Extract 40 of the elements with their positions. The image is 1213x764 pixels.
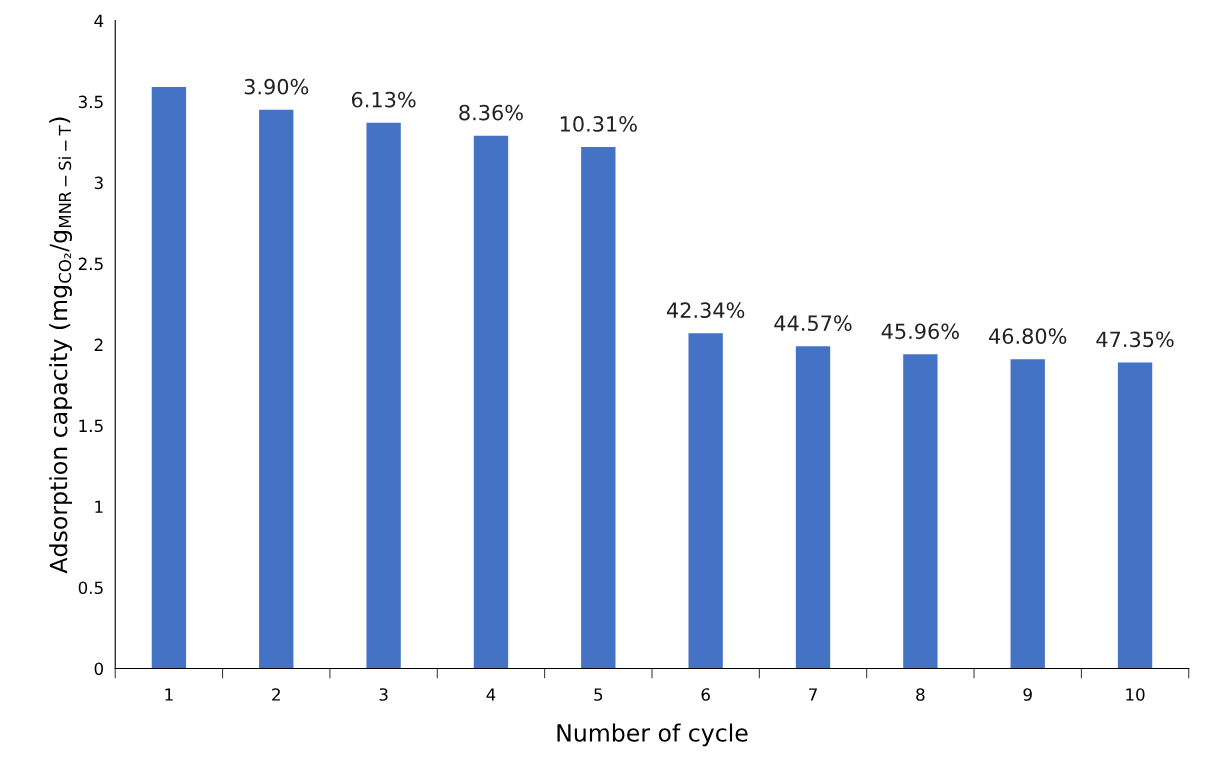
bar <box>581 146 616 669</box>
annotation: 42.34% <box>666 302 745 319</box>
x-tick-label: 5 <box>594 688 603 701</box>
bar <box>1010 359 1045 669</box>
annotation: 46.80% <box>989 328 1067 344</box>
annotation: 8.36% <box>459 104 523 121</box>
bar <box>259 109 294 669</box>
bar <box>795 346 831 669</box>
bar <box>688 333 723 669</box>
x-tick-label: 8 <box>916 688 925 701</box>
x-tick-label: 2 <box>272 688 280 701</box>
y-axis-title: Adsorption capacity (mg$_{CO₂}$/g$_{MNR−Si−T}$) <box>49 117 73 574</box>
annotation: 6.13% <box>351 91 416 108</box>
annotation: 3.90% <box>244 78 309 95</box>
bar <box>473 135 509 669</box>
y-tick-label: 0 <box>94 662 104 676</box>
y-tick-label: 1 <box>95 500 103 513</box>
annotation: 10.31% <box>560 116 637 132</box>
annotation: 47.35% <box>1096 331 1174 348</box>
x-tick-label: 4 <box>486 688 496 701</box>
bar <box>903 354 938 669</box>
y-tick-label: 3 <box>94 176 103 190</box>
bar <box>366 122 401 669</box>
bar <box>151 87 187 669</box>
annotation: 44.57% <box>774 315 852 332</box>
x-tick-label: 10 <box>1126 688 1145 701</box>
x-tick-label: 1 <box>165 688 173 701</box>
y-tick-label: 4 <box>94 14 104 27</box>
y-tick-label: 2.5 <box>78 257 103 271</box>
x-tick-label: 6 <box>701 688 710 701</box>
x-axis-title: Number of cycle <box>557 723 748 747</box>
y-tick-label: 3.5 <box>78 95 103 109</box>
annotation: 45.96% <box>881 323 959 340</box>
bar <box>1117 362 1153 669</box>
x-tick-label: 3 <box>379 688 388 701</box>
x-tick-label: 7 <box>809 688 817 701</box>
y-tick-label: 2 <box>94 338 103 351</box>
x-tick-label: 9 <box>1023 688 1032 701</box>
y-tick-label: 0.5 <box>78 581 103 595</box>
y-tick-label: 1.5 <box>79 419 103 433</box>
